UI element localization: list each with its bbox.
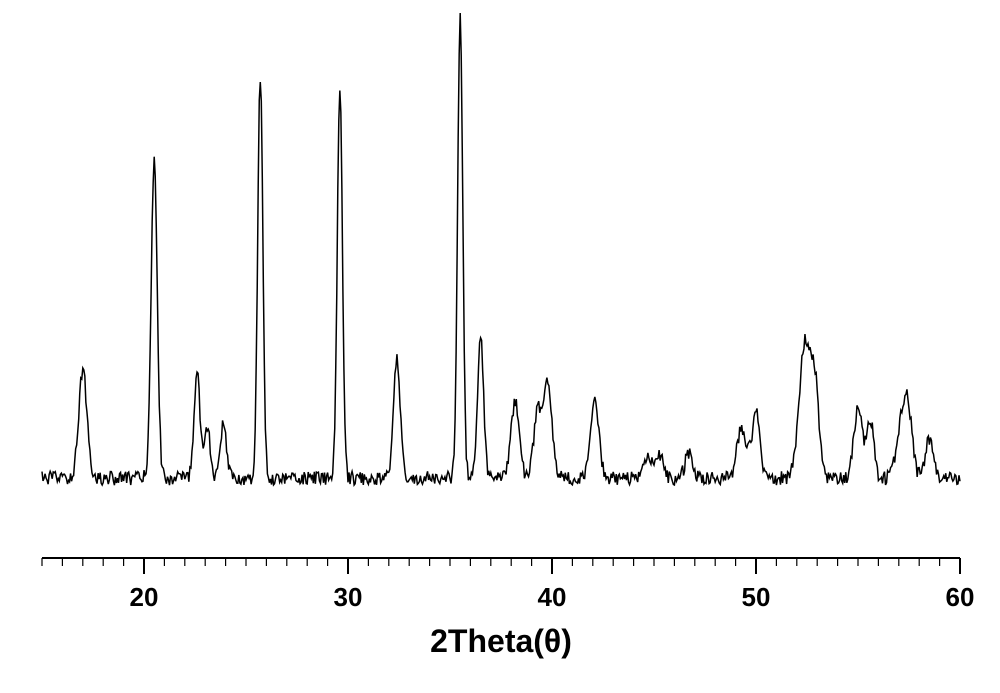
x-axis-label: 2Theta(θ): [430, 623, 572, 659]
x-tick-label: 40: [538, 582, 567, 612]
x-tick-label: 50: [742, 582, 771, 612]
x-axis-tick-labels: 20 30 40 50 60: [130, 582, 975, 612]
x-axis-ticks: [42, 558, 960, 574]
xrd-pattern-line: [42, 13, 960, 485]
xrd-chart: 20 30 40 50 60 2Theta(θ): [0, 0, 1000, 693]
x-tick-label: 20: [130, 582, 159, 612]
chart-svg: 20 30 40 50 60 2Theta(θ): [0, 0, 1000, 693]
x-tick-label: 60: [946, 582, 975, 612]
x-tick-label: 30: [334, 582, 363, 612]
